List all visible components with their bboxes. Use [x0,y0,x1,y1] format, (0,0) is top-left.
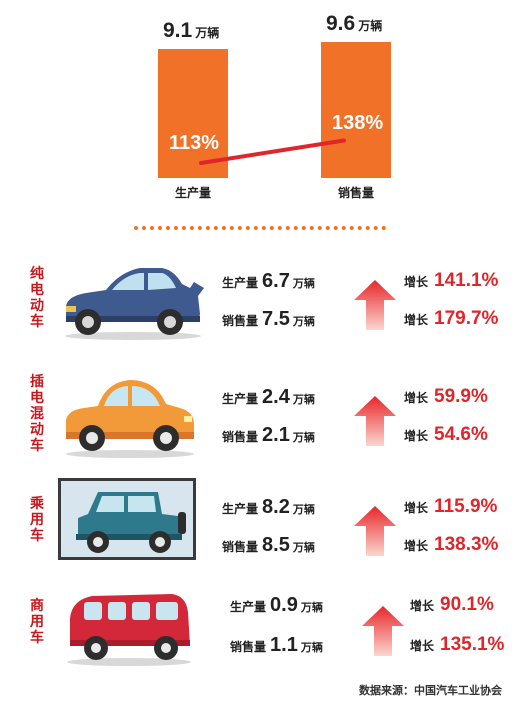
sales-growth-value: 135.1% [440,634,505,655]
dotted-divider [134,226,386,230]
production-growth-value: 141.1% [434,270,499,291]
growth-label: 增长 [404,501,429,515]
production-growth-value: 59.9% [434,386,488,407]
production-growth: 增长 59.9% [404,386,488,408]
unit-label: 万辆 [292,277,315,290]
sales-growth-value: 179.7% [434,308,499,329]
category-label: 乘用车 [30,496,44,544]
production-line: 生产量 2.4 万辆 [222,386,315,409]
category-label: 纯电动车 [30,266,44,330]
row-passenger: 乘用车 生产量 8.2 万辆 销售量 8.5 万辆 增长 115.9% 增长 138.3% [0,476,520,586]
growth-label: 增长 [404,391,429,405]
sales-label: 销售量 [222,540,259,554]
sales-growth: 增长 138.3% [404,534,498,556]
growth-label: 增长 [404,539,429,553]
production-growth: 增长 90.1% [410,594,494,616]
sales-value: 1.1 [270,634,298,656]
growth-label-sales: 138% [332,112,384,134]
green-jeep-icon [58,478,196,560]
category-label-sales: 销售量 [337,186,374,200]
sales-line: 销售量 2.1 万辆 [222,424,315,447]
sales-growth: 增长 179.7% [404,308,498,330]
bar-value-production: 9.1 万辆 [163,18,220,42]
unit-label: 万辆 [292,315,315,328]
growth-line [199,138,346,165]
row-commercial: 商用车 生产量 0.9 万辆 销售量 1.1 万辆 增长 90.1% 增长 135.1% [0,586,520,696]
source-note: 数据来源：中国汽车工业协会 [359,684,502,697]
production-line: 生产量 6.7 万辆 [222,270,315,293]
category-label: 插电混动车 [30,374,44,454]
category-label-production: 生产量 [174,186,211,200]
unit-label: 万辆 [292,503,315,516]
sales-growth-value: 138.3% [434,534,499,555]
unit-label: 万辆 [292,541,315,554]
production-label: 生产量 [222,392,259,406]
bar-production [158,48,228,178]
unit-label: 万辆 [195,25,220,40]
up-arrow-icon [354,396,396,446]
production-label: 生产量 [222,502,259,516]
top-bar-chart: 9.1 万辆 9.6 万辆 113% 138% 生产量 销售量 [0,0,520,215]
up-arrow-icon [354,280,396,330]
production-label: 生产量 [230,600,267,614]
red-van-icon [67,594,191,666]
production-value: 0.9 [270,594,298,616]
sales-line: 销售量 7.5 万辆 [222,308,315,331]
sales-label: 销售量 [222,430,259,444]
production-line: 生产量 8.2 万辆 [222,496,315,519]
growth-label: 增长 [404,313,429,327]
unit-label: 万辆 [292,393,315,406]
sales-label: 销售量 [230,640,267,654]
up-arrow-icon [354,506,396,556]
production-growth-value: 115.9% [434,496,498,517]
blue-sedan-icon [65,268,204,340]
sales-value: 7.5 [262,308,290,330]
growth-label: 增长 [410,599,435,613]
sales-value: 2.1 [262,424,290,446]
unit-label: 万辆 [300,601,323,614]
sales-line: 销售量 8.5 万辆 [222,534,315,557]
orange-compact-car-icon [66,380,194,458]
row-phev: 插电混动车 生产量 2.4 万辆 销售量 2.1 万辆 增长 59.9% 增长 54.6% [0,366,520,476]
bar-value-sales: 9.6 万辆 [326,11,383,35]
growth-label-production: 113% [169,132,220,154]
unit-label: 万辆 [358,18,383,33]
unit-label: 万辆 [300,641,323,654]
sales-value: 8.5 [262,534,290,556]
production-growth: 增长 115.9% [404,496,497,518]
production-value: 2.4 [262,386,290,408]
up-arrow-icon [362,606,404,656]
sales-growth-value: 54.6% [434,424,488,445]
sales-growth: 增长 135.1% [410,634,504,656]
production-line: 生产量 0.9 万辆 [230,594,323,617]
production-growth-value: 90.1% [440,594,494,615]
row-bev: 纯电动车 生产量 6.7 万辆 销售量 7.5 万辆 增长 141.1% 增长 179.7% [0,252,520,362]
sales-line: 销售量 1.1 万辆 [230,634,323,657]
production-label: 生产量 [222,276,259,290]
sales-growth: 增长 54.6% [404,424,488,446]
growth-label: 增长 [404,429,429,443]
production-value: 6.7 [262,270,290,292]
bar-sales [321,41,391,178]
production-value: 8.2 [262,496,290,518]
unit-label: 万辆 [292,431,315,444]
production-growth: 增长 141.1% [404,270,498,292]
growth-label: 增长 [410,639,435,653]
sales-label: 销售量 [222,314,259,328]
growth-label: 增长 [404,275,429,289]
category-label: 商用车 [30,598,44,646]
